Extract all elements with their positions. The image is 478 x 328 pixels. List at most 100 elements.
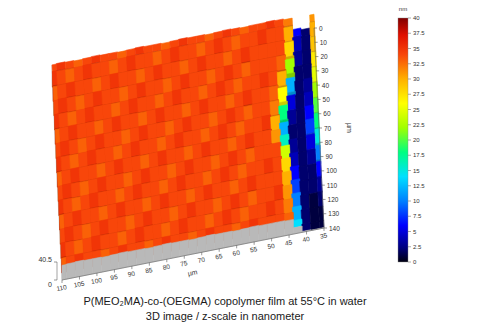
- surface-wall: [100, 61, 109, 78]
- surface-wall: [310, 21, 314, 36]
- surface-cell: [135, 227, 144, 243]
- y-axis-label: µm: [345, 123, 353, 133]
- surface-cell: [89, 179, 98, 195]
- surface-cell: [256, 174, 265, 190]
- surface-cell: [145, 66, 154, 82]
- surface-cell: [269, 85, 278, 101]
- surface-cell: [94, 105, 103, 121]
- surface-wall: [207, 69, 216, 86]
- surface-cell: [271, 115, 280, 131]
- surface-wall: [108, 218, 117, 235]
- surface-wall: [60, 214, 64, 230]
- z-tick-label: 0: [48, 281, 52, 288]
- figure: 11010510095908580757065605550454035µm010…: [0, 0, 478, 328]
- surface-cell: [221, 181, 230, 197]
- surface-cell: [106, 175, 115, 191]
- surface-wall: [195, 186, 204, 203]
- surface-wall: [188, 43, 197, 60]
- surface-wall: [65, 240, 74, 257]
- surface-cell: [128, 84, 137, 100]
- x-tick: [219, 249, 220, 252]
- x-axis-line: [62, 228, 324, 280]
- surface-cell: [204, 199, 213, 215]
- surface-cell: [276, 40, 285, 56]
- surface-cell: [87, 136, 96, 152]
- colorbar-tick: [408, 18, 411, 19]
- surface-cell: [151, 195, 160, 211]
- surface-cell: [229, 165, 238, 181]
- surface-cell: [69, 139, 78, 155]
- surface-wall: [248, 190, 257, 207]
- surface-cell: [218, 124, 227, 140]
- surface-cell: [308, 164, 317, 180]
- colorbar-tick: [408, 170, 411, 171]
- surface-wall: [134, 198, 143, 215]
- surface-wall: [137, 96, 146, 113]
- surface-wall: [140, 139, 149, 156]
- surface-wall: [148, 138, 157, 155]
- surface-cell: [95, 133, 104, 149]
- surface-cell: [214, 38, 223, 54]
- surface-wall: [124, 172, 133, 189]
- surface-cell: [150, 181, 159, 197]
- y-tick: [323, 213, 326, 214]
- surface-cell: [198, 70, 207, 86]
- surface-cell: [98, 191, 107, 207]
- surface-wall: [54, 100, 58, 116]
- surface-cell: [76, 109, 85, 125]
- surface-cell: [218, 110, 227, 126]
- surface-cell: [274, 185, 283, 201]
- surface-wall: [196, 201, 205, 218]
- x-axis-label: µm: [187, 268, 198, 278]
- surface-wall: [86, 121, 95, 138]
- surface-cell: [278, 87, 287, 103]
- surface-cell: [111, 88, 120, 104]
- slab-front-face: [241, 228, 250, 245]
- surface-wall: [151, 195, 160, 212]
- surface-cell: [127, 55, 136, 71]
- surface-cell: [74, 66, 83, 82]
- surface-wall: [206, 54, 215, 71]
- surface-cell: [202, 156, 211, 172]
- colorbar-tick: [408, 79, 411, 80]
- surface-wall: [175, 146, 184, 163]
- surface-wall: [102, 89, 111, 106]
- y-tick-label: 130: [328, 210, 339, 217]
- surface-cell: [205, 40, 214, 56]
- surface-cell: [173, 104, 182, 120]
- surface-cell: [147, 109, 156, 125]
- slab-front-face: [267, 222, 276, 239]
- surface-cell: [222, 195, 231, 211]
- colorbar-tick: [408, 262, 411, 263]
- colorbar-tick-label: 2.5: [413, 244, 422, 250]
- surface-cell: [216, 81, 225, 97]
- surface-cell: [169, 206, 178, 222]
- slab-front-face: [259, 224, 268, 241]
- surface-cell: [140, 140, 149, 156]
- surface-wall: [92, 62, 101, 79]
- surface-cell: [107, 189, 116, 205]
- surface-wall: [215, 52, 224, 69]
- x-tick: [79, 277, 80, 280]
- surface-cell: [199, 98, 208, 114]
- surface-cell: [288, 124, 297, 140]
- colorbar-tick-label: 15: [413, 168, 420, 174]
- surface-cell: [234, 78, 243, 94]
- surface-cell: [310, 207, 319, 223]
- surface-wall: [236, 120, 245, 137]
- slab-front-face: [128, 250, 137, 267]
- surface-cell: [89, 192, 98, 208]
- surface-cell: [244, 119, 253, 135]
- surface-cell: [135, 54, 144, 70]
- y-tick-label: 90: [325, 153, 333, 160]
- surface-cell: [97, 176, 106, 192]
- surface-wall: [152, 209, 161, 226]
- surface-wall: [101, 75, 110, 92]
- surface-cell: [172, 75, 181, 91]
- surface-wall: [107, 189, 116, 206]
- y-tick: [324, 228, 327, 229]
- surface-wall: [90, 207, 99, 224]
- surface-wall: [283, 185, 292, 200]
- surface-wall: [121, 129, 130, 146]
- x-tick: [149, 263, 150, 266]
